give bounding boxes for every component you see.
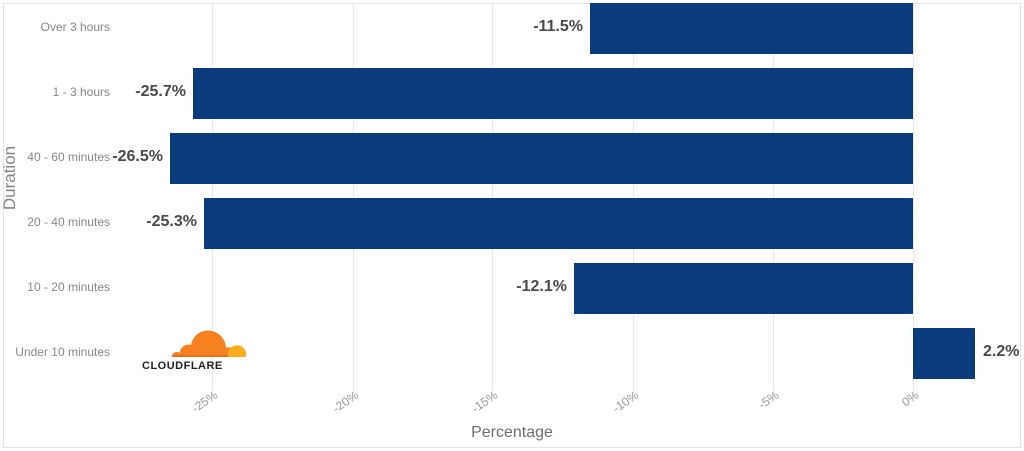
svg-text:CLOUDFLARE: CLOUDFLARE [142,360,223,370]
